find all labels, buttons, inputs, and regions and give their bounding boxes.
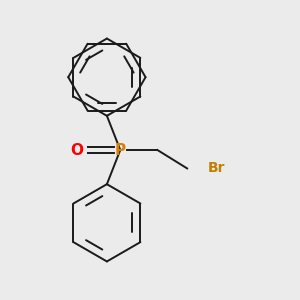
Text: Br: Br	[208, 161, 226, 176]
Text: P: P	[115, 142, 126, 158]
Text: O: O	[71, 142, 84, 158]
